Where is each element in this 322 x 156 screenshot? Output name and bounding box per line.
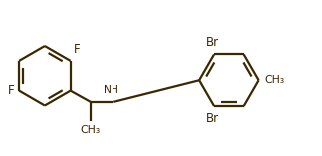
Text: F: F — [8, 84, 14, 97]
Text: H: H — [110, 85, 118, 95]
Text: F: F — [74, 43, 80, 56]
Text: CH₃: CH₃ — [264, 75, 284, 85]
Text: Br: Br — [206, 112, 220, 125]
Text: Br: Br — [206, 36, 220, 49]
Text: CH₃: CH₃ — [81, 125, 101, 135]
Text: N: N — [104, 85, 112, 95]
